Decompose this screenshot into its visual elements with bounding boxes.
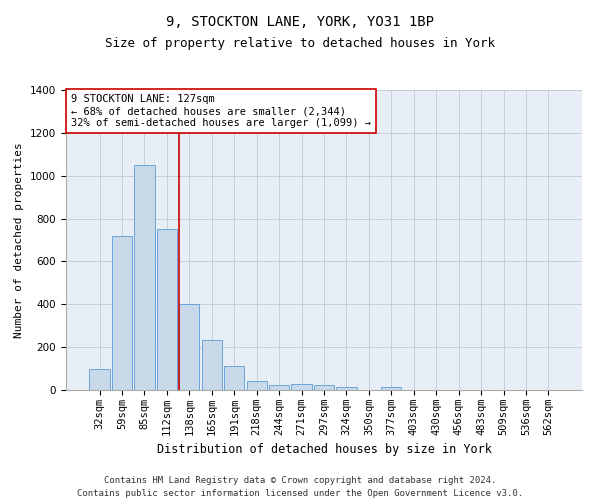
Bar — [89, 368, 110, 390]
Text: 9 STOCKTON LANE: 127sqm
← 68% of detached houses are smaller (2,344)
32% of semi: 9 STOCKTON LANE: 127sqm ← 68% of detache… — [71, 94, 371, 128]
Bar — [337, 387, 356, 390]
Text: 9, STOCKTON LANE, YORK, YO31 1BP: 9, STOCKTON LANE, YORK, YO31 1BP — [166, 15, 434, 29]
Bar — [292, 384, 311, 390]
Bar — [112, 236, 132, 390]
Y-axis label: Number of detached properties: Number of detached properties — [14, 142, 25, 338]
Bar — [247, 382, 267, 390]
Text: Size of property relative to detached houses in York: Size of property relative to detached ho… — [105, 38, 495, 51]
Bar — [224, 366, 244, 390]
Bar — [157, 230, 177, 390]
Bar — [381, 387, 401, 390]
X-axis label: Distribution of detached houses by size in York: Distribution of detached houses by size … — [157, 444, 491, 456]
Bar — [179, 304, 199, 390]
Text: Contains HM Land Registry data © Crown copyright and database right 2024.
Contai: Contains HM Land Registry data © Crown c… — [77, 476, 523, 498]
Bar — [269, 384, 289, 390]
Bar — [202, 340, 222, 390]
Bar — [134, 165, 155, 390]
Bar — [314, 384, 334, 390]
